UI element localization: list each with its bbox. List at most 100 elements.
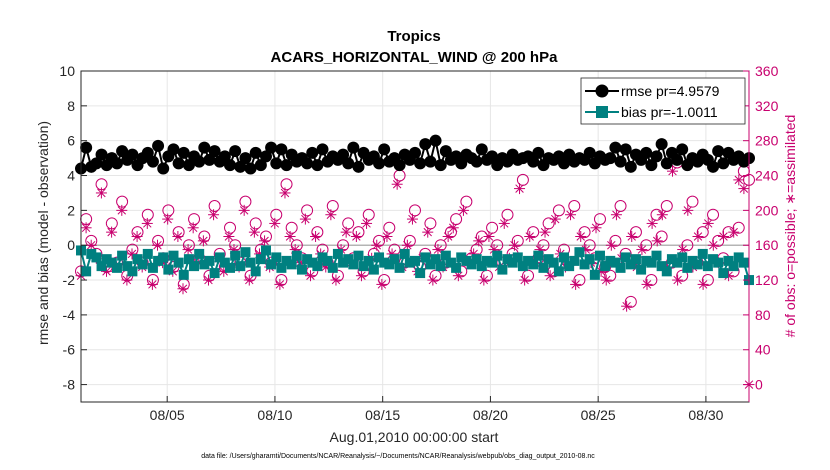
obs-possible-point: [141, 208, 154, 221]
y-tick-label: 8: [67, 98, 75, 114]
rmse-point: [660, 157, 673, 170]
asterisk-stroke: [331, 275, 341, 285]
asterisk-stroke: [224, 232, 234, 241]
obs-possible-point: [403, 234, 416, 247]
bias-point: [517, 261, 528, 272]
bias-point: [728, 261, 739, 272]
obs-assimilated-point: [539, 226, 551, 238]
bias-point: [461, 255, 472, 266]
bias-point: [189, 261, 200, 272]
chart-subtitle: ACARS_HORIZONTAL_WIND @ 200 hPa: [271, 49, 559, 66]
obs-assimilated-point: [432, 244, 444, 256]
obs-assimilated-point: [340, 226, 352, 238]
bias-point: [307, 257, 318, 268]
obs-possible-point: [707, 208, 720, 221]
bias-point: [368, 264, 379, 275]
obs-assimilated-point: [299, 213, 311, 225]
bias-point: [456, 252, 467, 263]
rmse-point: [414, 157, 427, 170]
bias-point: [163, 264, 174, 275]
rmse-point: [655, 138, 668, 151]
bias-point: [394, 262, 405, 273]
rmse-point: [259, 150, 272, 163]
obs-count-series: [75, 156, 755, 391]
y-right-tick-label: 120: [755, 272, 779, 288]
obs-possible-point: [480, 269, 493, 282]
obs-assimilated-point: [401, 239, 413, 251]
rmse-point: [671, 153, 684, 166]
obs-possible-point: [280, 178, 293, 191]
legend-bias-label: bias pr=-1.0011: [621, 104, 718, 120]
bias-point: [173, 257, 184, 268]
asterisk-stroke: [678, 245, 687, 254]
bias-point: [199, 259, 210, 270]
obs-possible-point: [337, 239, 350, 252]
obs-assimilated-point: [621, 300, 633, 312]
asterisk-stroke: [729, 227, 738, 237]
asterisk-stroke: [81, 223, 91, 233]
obs-assimilated-point: [151, 239, 163, 251]
bias-point: [594, 250, 605, 261]
obs-assimilated-point: [667, 165, 679, 177]
y-tick-label: 10: [59, 63, 75, 79]
rmse-point: [676, 143, 689, 156]
obs-possible-point: [352, 226, 365, 239]
rmse-point: [558, 157, 571, 170]
asterisk-stroke: [245, 275, 254, 285]
obs-assimilated-point: [371, 239, 383, 251]
obs-assimilated-point: [626, 231, 638, 242]
bias-point: [317, 252, 328, 263]
y-right-tick-label: 80: [755, 307, 771, 323]
bias-point: [574, 247, 585, 258]
obs-assimilated-point: [376, 278, 388, 290]
bias-point: [507, 257, 518, 268]
rmse-point: [475, 143, 488, 156]
y-tick-label: 4: [67, 168, 75, 184]
bias-point: [122, 261, 133, 272]
asterisk-stroke: [668, 166, 677, 176]
bias-point: [559, 252, 570, 263]
obs-assimilated-point: [238, 204, 250, 216]
obs-possible-point: [522, 269, 535, 282]
rmse-point: [234, 160, 247, 173]
obs-possible-point: [224, 221, 237, 234]
obs-assimilated-point: [692, 231, 704, 242]
asterisk-stroke: [209, 210, 218, 219]
bias-point: [502, 254, 513, 265]
asterisk-stroke: [270, 219, 280, 228]
bias-point: [569, 255, 580, 266]
obs-possible-point: [270, 208, 283, 221]
obs-possible-point: [511, 234, 524, 247]
rmse-point: [424, 155, 437, 168]
obs-assimilated-point: [116, 204, 128, 216]
obs-assimilated-point: [590, 222, 602, 234]
asterisk-stroke: [658, 210, 667, 219]
obs-assimilated-point: [447, 222, 459, 234]
rmse-point: [619, 143, 632, 156]
asterisk-stroke: [698, 280, 708, 289]
bias-point: [404, 257, 415, 268]
bias-point: [584, 254, 595, 265]
bias-point: [528, 259, 539, 270]
obs-assimilated-point: [310, 231, 322, 242]
obs-possible-point: [527, 226, 540, 239]
obs-assimilated-point: [279, 187, 291, 199]
bias-point: [605, 255, 616, 266]
obs-possible-point: [162, 204, 175, 217]
obs-assimilated-point: [498, 217, 510, 229]
rmse-point: [270, 157, 283, 170]
asterisk-stroke: [607, 240, 616, 250]
bias-point: [497, 264, 508, 275]
rmse-point: [337, 148, 350, 161]
bias-point: [111, 262, 122, 273]
rmse-point: [239, 152, 252, 165]
bias-point: [86, 248, 97, 259]
bias-point: [564, 261, 575, 272]
bias-point: [214, 252, 225, 263]
obs-possible-point: [624, 295, 637, 308]
asterisk-stroke: [484, 232, 494, 241]
obs-assimilated-point: [697, 278, 709, 290]
bias-point: [219, 257, 230, 268]
y-tick-label: -8: [63, 377, 76, 393]
y-tick-label: 0: [67, 237, 75, 253]
